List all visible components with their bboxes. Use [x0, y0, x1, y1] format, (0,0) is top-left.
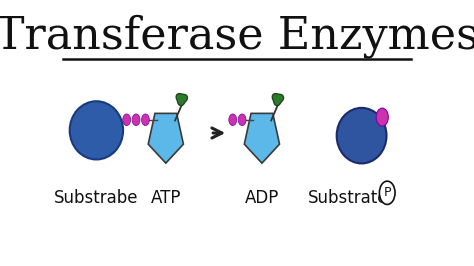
Circle shape [238, 114, 246, 126]
Text: P: P [383, 186, 391, 199]
Polygon shape [272, 94, 283, 106]
Ellipse shape [70, 101, 123, 159]
Polygon shape [244, 113, 280, 163]
Text: Substrabe: Substrabe [54, 189, 139, 207]
Circle shape [376, 108, 388, 126]
Circle shape [142, 114, 149, 126]
Circle shape [379, 181, 395, 205]
Circle shape [229, 114, 237, 126]
Text: ATP: ATP [151, 189, 181, 207]
Text: ADP: ADP [245, 189, 279, 207]
Circle shape [132, 114, 140, 126]
Polygon shape [176, 94, 188, 106]
Text: Transferase Enzymes: Transferase Enzymes [0, 14, 474, 58]
Ellipse shape [337, 108, 386, 163]
Circle shape [123, 114, 130, 126]
Polygon shape [148, 113, 183, 163]
Text: Substrate-: Substrate- [308, 189, 394, 207]
